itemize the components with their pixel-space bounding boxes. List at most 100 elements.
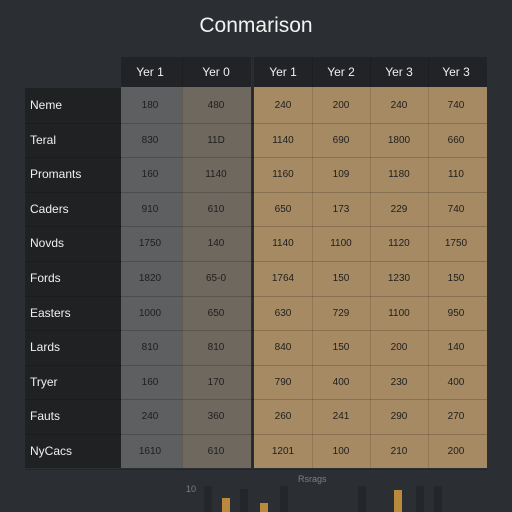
table-cell: 1764 (271, 273, 295, 284)
table-cell: 650 (274, 203, 292, 215)
row-divider (25, 330, 487, 332)
column-divider (312, 57, 313, 468)
table-cell: 1160 (272, 169, 294, 181)
bottom-chart-bar (434, 486, 442, 512)
column-header[interactable]: Yer 1 (136, 65, 164, 79)
bottom-chart-bar (260, 503, 268, 512)
column-band-right-group (254, 57, 487, 468)
table-cell: 110 (448, 169, 464, 181)
table-cell: 200 (390, 342, 408, 354)
table-cell: 270 (447, 411, 465, 423)
table-cell: 200 (332, 100, 350, 111)
row-label: Tryer (30, 374, 58, 389)
row-label: NyCacs (30, 444, 73, 458)
page-title: Conmarison (199, 14, 313, 37)
table-cell: 690 (332, 134, 350, 146)
row-divider (25, 434, 487, 435)
table-cell: 65-0 (205, 273, 226, 284)
table-cell: 11D (207, 134, 225, 146)
row-label: Easters (30, 305, 71, 320)
table-cell: 150 (332, 342, 350, 354)
column-divider (182, 57, 183, 468)
row-divider (25, 364, 487, 366)
table-cell: 480 (207, 100, 225, 111)
column-divider (252, 57, 253, 468)
table-cell: 400 (332, 376, 350, 388)
table-cell: 230 (390, 376, 408, 388)
row-label: Teral (30, 132, 57, 147)
column-header[interactable]: Yer 1 (269, 65, 297, 79)
row-divider (25, 191, 487, 193)
row-label: Lards (30, 340, 61, 355)
table-cell: 1140 (205, 169, 227, 181)
bottom-chart-tick: 10 (186, 484, 197, 494)
table-cell: 140 (447, 342, 465, 354)
column-header[interactable]: Yer 2 (327, 65, 355, 79)
table-cell: 1140 (272, 238, 294, 250)
table-cell: 650 (207, 307, 225, 319)
row-divider (25, 468, 487, 470)
row-label: Neme (30, 98, 63, 112)
table-cell: 1100 (330, 238, 352, 250)
bottom-chart-bar (204, 486, 212, 512)
table-cell: 150 (332, 273, 350, 284)
row-label: Fords (30, 271, 61, 285)
table-cell: 360 (207, 411, 225, 423)
table-cell: 200 (447, 446, 465, 457)
row-divider (25, 122, 487, 124)
table-cell: 810 (141, 342, 159, 354)
row-label: Novds (30, 236, 65, 251)
table-cell: 229 (390, 203, 408, 215)
table-cell: 180 (141, 100, 159, 111)
row-divider (25, 157, 487, 159)
table-cell: 1201 (271, 446, 295, 457)
table-cell: 1180 (388, 169, 410, 181)
table-cell: 150 (447, 273, 465, 284)
column-band-year1 (121, 57, 183, 468)
table-cell: 630 (274, 307, 292, 319)
table-cell: 810 (207, 342, 225, 354)
row-label: Caders (30, 201, 69, 216)
row-label: Fauts (30, 409, 61, 424)
table-cell: 610 (207, 446, 225, 457)
table-cell: 840 (274, 342, 292, 354)
row-divider (25, 399, 487, 401)
table-cell: 173 (332, 203, 350, 215)
bottom-chart-bar (240, 489, 248, 512)
header-bar-right (254, 57, 487, 87)
table-cell: 910 (141, 203, 159, 215)
bottom-chart-bar (358, 486, 366, 512)
table-cell: 260 (274, 411, 292, 423)
table-cell: 1140 (272, 134, 294, 146)
table-cell: 170 (207, 376, 225, 388)
bottom-chart-bar (222, 498, 230, 512)
table-cell: 1610 (138, 446, 162, 457)
table-cell: 729 (332, 307, 350, 319)
bottom-chart-preview: 10 Rsrags (180, 474, 510, 512)
table-cell: 740 (447, 203, 465, 215)
table-cell: 100 (332, 446, 350, 457)
table-cell: 1750 (138, 238, 162, 250)
table-cell: 210 (390, 446, 408, 457)
table-cell: 240 (390, 100, 408, 111)
table-cell: 660 (447, 134, 465, 146)
row-divider (25, 226, 487, 228)
table-cell: 400 (447, 376, 465, 388)
table-cell: 1750 (444, 238, 468, 250)
bottom-chart-caption: Rsrags (298, 474, 327, 484)
table-cell: 1800 (387, 134, 411, 146)
table-cell: 790 (274, 376, 292, 388)
table-cell: 290 (390, 411, 408, 423)
table-cell: 1100 (388, 307, 410, 319)
row-label: Promants (30, 167, 82, 182)
bottom-chart-bar (394, 490, 402, 512)
table-cell: 160 (141, 376, 159, 388)
bottom-chart-bar (416, 486, 424, 512)
column-header[interactable]: Yer 3 (385, 65, 413, 79)
table-cell: 610 (207, 203, 225, 215)
column-band-year0 (182, 57, 251, 468)
table-cell: 830 (141, 134, 159, 146)
table-cell: 241 (332, 411, 350, 423)
column-header[interactable]: Yer 0 (202, 65, 230, 79)
column-header[interactable]: Yer 3 (442, 65, 470, 79)
